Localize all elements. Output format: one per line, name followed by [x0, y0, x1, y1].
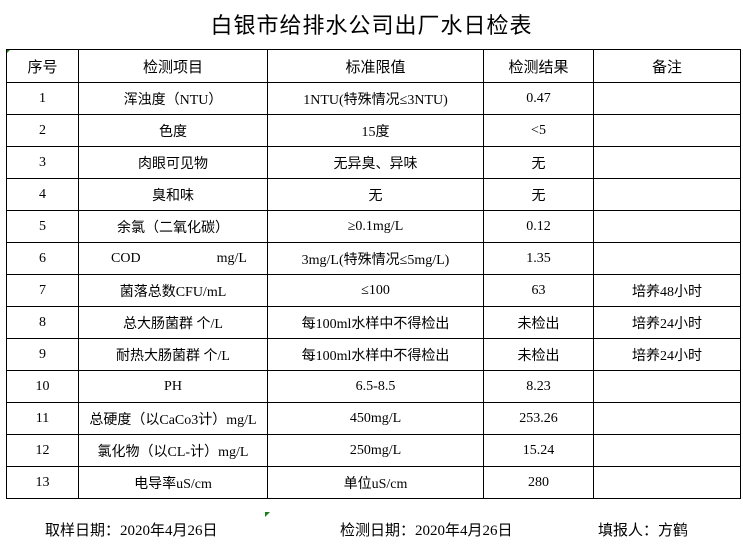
cell-result: 63: [483, 274, 594, 307]
cell-result: 无: [483, 146, 594, 179]
table-row: 4 臭和味无无: [6, 178, 741, 211]
cell-no: 9: [6, 338, 79, 371]
table-row: 13 电导率uS/cm 单位uS/cm 280: [6, 466, 741, 499]
table-row: 3 肉眼可见物 无异臭、异味无: [6, 146, 741, 179]
cell-limit: 6.5-8.5: [267, 370, 484, 403]
table-row: 10 PH 6.5-8.5 8.23: [6, 370, 741, 403]
cell-item: 总大肠菌群 个/L: [78, 306, 268, 339]
cell-item: 肉眼可见物: [78, 146, 268, 179]
cell-no: 6: [6, 242, 79, 275]
header-note: 备注: [593, 49, 741, 83]
cell-no: 1: [6, 82, 79, 115]
cell-limit: ≥0.1mg/L: [267, 210, 484, 243]
page-title: 白银市给排水公司出厂水日检表: [210, 14, 533, 39]
cell-item: PH: [78, 370, 268, 403]
cell-result: 未检出: [483, 338, 594, 371]
table-row: 12 氯化物（以CL-计）mg/L 250mg/L 15.24: [6, 434, 741, 467]
cell-result: 280: [483, 466, 594, 499]
cell-note: [593, 370, 741, 403]
table-row: 2 色度 15度 <5: [6, 114, 741, 147]
item-unit: mg/L: [216, 250, 247, 266]
cell-note: [593, 114, 741, 147]
cell-no: 4: [6, 178, 79, 211]
cell-limit: 每100ml水样中不得检出: [267, 306, 484, 339]
cell-item: 浑浊度（NTU）: [78, 82, 268, 115]
cell-no: 10: [6, 370, 79, 403]
cell-item: 耐热大肠菌群 个/L: [78, 338, 268, 371]
cell-limit: 无异臭、异味: [267, 146, 484, 179]
table-row: 8 总大肠菌群 个/L 每100ml水样中不得检出 未检出 培养24小时: [6, 306, 741, 339]
table-row: 1 浑浊度（NTU） 1NTU(特殊情况≤3NTU) 0.47: [6, 82, 741, 115]
cell-limit: 无: [267, 178, 484, 211]
cell-limit: 1NTU(特殊情况≤3NTU): [267, 82, 484, 115]
cell-note: 培养24小时: [593, 338, 741, 371]
cell-note: 培养24小时: [593, 306, 741, 339]
cell-result: 1.35: [483, 242, 594, 275]
table-row: 5 余氯（二氧化碳） ≥0.1mg/L 0.12: [6, 210, 741, 243]
header-item: 检测项目: [78, 49, 268, 83]
header-result: 检测结果: [483, 49, 594, 83]
sample-date: 取样日期：2020年4月26日: [45, 523, 218, 539]
cell-result: 无: [483, 178, 594, 211]
cell-limit: ≤100: [267, 274, 484, 307]
cell-result: <5: [483, 114, 594, 147]
cell-no: 3: [6, 146, 79, 179]
cell-item: 总硬度（以CaCo3计）mg/L: [78, 402, 268, 435]
table-row: 6 COD mg/L 3mg/L(特殊情况≤5mg/L) 1.35: [6, 242, 741, 275]
cell-item: 色度: [78, 114, 268, 147]
cell-result: 253.26: [483, 402, 594, 435]
cell-no: 12: [6, 434, 79, 467]
table-row: 11 总硬度（以CaCo3计）mg/L 450mg/L 253.26: [6, 402, 741, 435]
cell-item: 余氯（二氧化碳）: [78, 210, 268, 243]
header-limit: 标准限值: [267, 49, 484, 83]
table-header-row: 序号 检测项目 标准限值 检测结果 备注: [6, 49, 741, 83]
table-row: 9 耐热大肠菌群 个/L 每100ml水样中不得检出 未检出 培养24小时: [6, 338, 741, 371]
test-date: 检测日期：2020年4月26日: [340, 523, 513, 539]
cell-no: 2: [6, 114, 79, 147]
cell-no: 7: [6, 274, 79, 307]
cell-item: 菌落总数CFU/mL: [78, 274, 268, 307]
cell-item: 臭和味: [78, 178, 268, 211]
cell-result: 0.12: [483, 210, 594, 243]
cell-limit: 每100ml水样中不得检出: [267, 338, 484, 371]
cell-result: 8.23: [483, 370, 594, 403]
item-name: COD: [111, 250, 141, 266]
cell-comment-marker: [265, 512, 270, 517]
cell-limit: 15度: [267, 114, 484, 147]
cell-item: 氯化物（以CL-计）mg/L: [78, 434, 268, 467]
cell-note: 培养48小时: [593, 274, 741, 307]
cell-note: [593, 82, 741, 115]
cell-note: [593, 178, 741, 211]
cell-result: 0.47: [483, 82, 594, 115]
table-row: 7 菌落总数CFU/mL ≤100 63 培养48小时: [6, 274, 741, 307]
cell-limit: 250mg/L: [267, 434, 484, 467]
cell-note: [593, 146, 741, 179]
inspection-table: 序号 检测项目 标准限值 检测结果 备注 1 浑浊度（NTU） 1NTU(特殊情况≤…: [6, 49, 741, 499]
cell-note: [593, 434, 741, 467]
cell-note: [593, 402, 741, 435]
cell-note: [593, 466, 741, 499]
cell-no: 11: [6, 402, 79, 435]
cell-no: 13: [6, 466, 79, 499]
cell-note: [593, 210, 741, 243]
cell-no: 5: [6, 210, 79, 243]
cell-limit: 450mg/L: [267, 402, 484, 435]
cell-note: [593, 242, 741, 275]
reporter: 填报人：方鹤: [598, 523, 689, 539]
cell-result: 未检出: [483, 306, 594, 339]
cell-result: 15.24: [483, 434, 594, 467]
header-no: 序号: [6, 49, 79, 83]
cell-limit: 3mg/L(特殊情况≤5mg/L): [267, 242, 484, 275]
cell-no: 8: [6, 306, 79, 339]
cell-limit: 单位uS/cm: [267, 466, 484, 499]
cell-item: 电导率uS/cm: [78, 466, 268, 499]
cell-item: COD mg/L: [78, 242, 268, 275]
